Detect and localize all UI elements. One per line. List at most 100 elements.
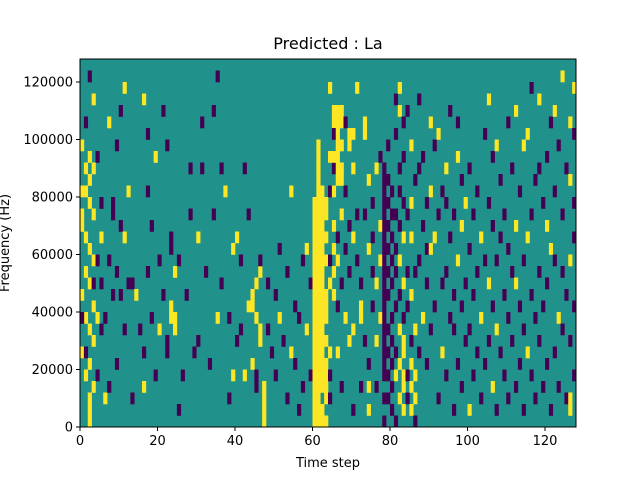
- heatmap-cell: [552, 185, 557, 198]
- heatmap-cell: [548, 116, 554, 129]
- x-tick-label: 40: [227, 434, 244, 449]
- heatmap-cell: [393, 243, 399, 255]
- heatmap-cell: [250, 358, 255, 370]
- heatmap-cell: [393, 415, 399, 428]
- heatmap-cell: [339, 208, 344, 221]
- heatmap-cell: [359, 381, 364, 393]
- heatmap-cell: [80, 185, 85, 198]
- heatmap-cell: [393, 369, 399, 382]
- heatmap-cell: [328, 346, 333, 359]
- heatmap-cell: [386, 289, 391, 301]
- heatmap-cell: [107, 381, 112, 393]
- heatmap-cell: [401, 381, 406, 393]
- heatmap-cell: [316, 254, 321, 267]
- heatmap-cell: [308, 277, 313, 290]
- heatmap-cell: [316, 415, 321, 428]
- heatmap-cell: [122, 323, 127, 336]
- heatmap-cell: [448, 105, 453, 117]
- heatmap-cell: [80, 208, 85, 221]
- heatmap-cell: [258, 266, 263, 278]
- heatmap-cell: [320, 231, 325, 244]
- heatmap-cell: [320, 266, 325, 278]
- heatmap-cell: [316, 392, 321, 405]
- heatmap-cell: [475, 346, 480, 359]
- heatmap-cell: [428, 243, 433, 255]
- heatmap-cell: [498, 231, 503, 244]
- heatmap-cell: [335, 105, 340, 117]
- heatmap-cell: [568, 392, 573, 405]
- heatmap-cell: [300, 254, 306, 267]
- y-tick-label: 20000: [32, 363, 73, 378]
- heatmap-cell: [331, 116, 337, 129]
- heatmap-cell: [331, 220, 337, 232]
- heatmap-cell: [382, 300, 387, 313]
- heatmap-cell: [246, 208, 251, 221]
- heatmap-cell: [572, 369, 577, 382]
- heatmap-cell: [401, 116, 406, 129]
- x-tick-label: 80: [382, 434, 399, 449]
- heatmap-cell: [382, 231, 387, 244]
- heatmap-cell: [510, 335, 515, 347]
- heatmap-cell: [285, 266, 290, 278]
- heatmap-cell: [490, 300, 495, 313]
- heatmap-cell: [328, 392, 333, 405]
- heatmap-cell: [568, 116, 573, 129]
- heatmap-cell: [343, 185, 348, 198]
- heatmap-cell: [424, 243, 430, 255]
- heatmap-cell: [254, 381, 259, 393]
- heatmap-cell: [227, 312, 232, 324]
- heatmap-cell: [370, 266, 375, 278]
- heatmap-cell: [188, 162, 193, 175]
- heatmap-cell: [413, 369, 418, 382]
- heatmap-cell: [359, 300, 364, 313]
- heatmap-cell: [149, 220, 154, 232]
- heatmap-cell: [335, 139, 340, 152]
- heatmap-cell: [266, 277, 271, 290]
- heatmap-cell: [545, 220, 550, 232]
- heatmap-cell: [397, 82, 402, 94]
- heatmap-cell: [413, 323, 418, 336]
- heatmap-cell: [382, 369, 387, 382]
- heatmap-cell: [316, 289, 321, 301]
- heatmap-cell: [351, 162, 356, 175]
- heatmap-cell: [347, 139, 352, 152]
- heatmap-cell: [564, 392, 569, 405]
- heatmap-cell: [87, 197, 92, 209]
- heatmap-cell: [335, 162, 340, 175]
- heatmap-cell: [343, 116, 348, 129]
- heatmap-cell: [262, 404, 267, 416]
- heatmap-cell: [114, 358, 120, 370]
- x-tick-label: 0: [76, 434, 84, 449]
- heatmap-cell: [331, 289, 337, 301]
- heatmap-cell: [339, 381, 344, 393]
- heatmap-cells: [80, 70, 577, 428]
- heatmap-cell: [397, 220, 402, 232]
- heatmap-cell: [118, 105, 123, 117]
- heatmap-cell: [533, 392, 538, 405]
- heatmap-cell: [556, 381, 561, 393]
- y-tick-label: 100000: [23, 133, 73, 148]
- heatmap-cell: [382, 266, 387, 278]
- heatmap-cell: [409, 358, 414, 370]
- heatmap-cell: [401, 312, 406, 324]
- heatmap-cell: [366, 243, 371, 255]
- heatmap-cell: [312, 197, 317, 209]
- heatmap-cell: [374, 381, 379, 393]
- heatmap-cell: [242, 369, 247, 382]
- heatmap-cell: [397, 185, 402, 198]
- heatmap-cell: [258, 323, 263, 336]
- heatmap-cell: [459, 174, 464, 186]
- x-axis-ticks: 0 20 40 60 80 100 120: [76, 427, 557, 449]
- chart-title: Predicted : La: [273, 34, 382, 53]
- heatmap-cell: [397, 392, 402, 405]
- heatmap-cell: [114, 266, 120, 278]
- heatmap-cell: [517, 300, 523, 313]
- heatmap-cell: [339, 105, 344, 117]
- heatmap-cell: [316, 231, 321, 244]
- heatmap-cell: [417, 162, 422, 175]
- heatmap-cell: [219, 277, 224, 290]
- heatmap-cell: [316, 151, 321, 163]
- heatmap-cell: [142, 346, 147, 359]
- heatmap-cell: [366, 174, 371, 186]
- heatmap-cell: [564, 289, 569, 301]
